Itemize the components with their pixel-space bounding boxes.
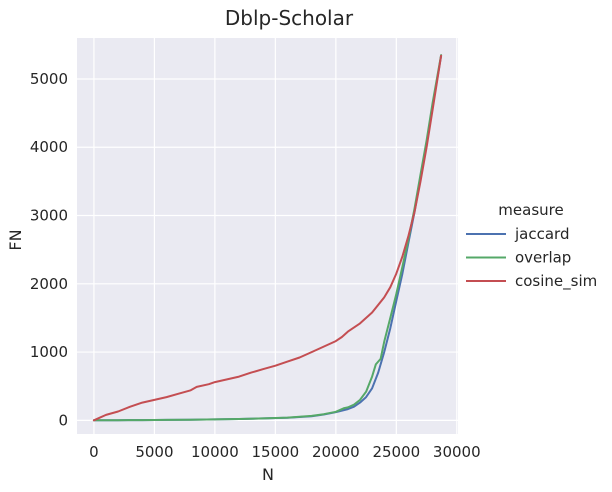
legend-label: jaccard xyxy=(514,225,569,243)
series-line-cosine-sim xyxy=(92,54,443,422)
x-tick-label: 0 xyxy=(89,443,99,461)
x-tick-label: 30000 xyxy=(433,443,481,461)
x-tick-label: 5000 xyxy=(135,443,173,461)
y-tick-label: 3000 xyxy=(30,207,68,225)
legend-item-cosine-sim: cosine_sim xyxy=(466,272,597,291)
legend: measure jaccard overlap cosine_sim xyxy=(466,201,597,291)
legend-title: measure xyxy=(498,201,563,219)
x-tick-label: 25000 xyxy=(372,443,420,461)
y-tick-label: 4000 xyxy=(30,138,68,156)
legend-label: overlap xyxy=(515,249,571,267)
x-tick-label: 20000 xyxy=(312,443,360,461)
legend-item-overlap: overlap xyxy=(466,249,571,267)
chart-title: Dblp-Scholar xyxy=(225,6,354,30)
x-tick-label: 15000 xyxy=(252,443,300,461)
y-tick-label: 0 xyxy=(58,411,68,429)
y-tick-label: 1000 xyxy=(30,343,68,361)
y-tick-label: 2000 xyxy=(30,275,68,293)
x-tick-label: 10000 xyxy=(191,443,239,461)
legend-item-jaccard: jaccard xyxy=(466,225,569,243)
x-axis-ticks: 0 5000 10000 15000 20000 25000 30000 xyxy=(89,443,480,461)
series-lines xyxy=(92,54,443,422)
legend-label: cosine_sim xyxy=(515,272,597,291)
plot-area xyxy=(77,38,458,434)
grid-lines xyxy=(77,38,458,434)
y-axis-label: FN xyxy=(6,229,25,250)
x-axis-label: N xyxy=(262,465,274,484)
y-axis-ticks: 0 1000 2000 3000 4000 5000 xyxy=(30,70,68,429)
y-tick-label: 5000 xyxy=(30,70,68,88)
